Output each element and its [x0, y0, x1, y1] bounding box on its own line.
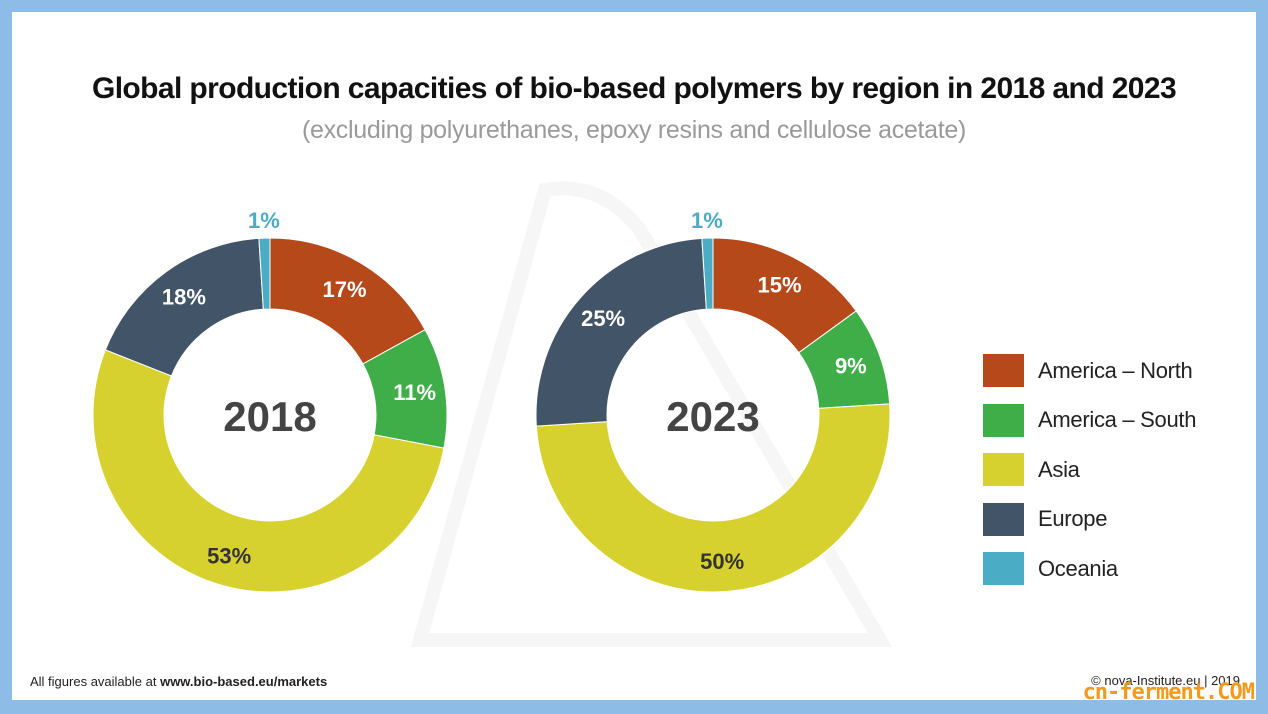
background-logo-watermark — [410, 181, 893, 647]
legend-item-america-south: America – South — [983, 403, 1197, 437]
data-label-america-north-2023: 15% — [757, 272, 801, 297]
footer-copyright: © nova-Institute.eu | 2019 — [1091, 673, 1240, 688]
slide-frame — [12, 12, 1256, 700]
legend-swatch-europe — [983, 502, 1024, 536]
legend-label-america-north: America – North — [1038, 357, 1193, 383]
legend-item-oceania: Oceania — [983, 552, 1196, 585]
site-watermark: cn-ferment.COM — [1082, 680, 1255, 705]
donut-chart-2023: 15% 9% 50% 25% 1% 2023 — [535, 208, 891, 593]
legend-label-oceania: Oceania — [1038, 555, 1118, 581]
legend-swatch-america-south — [983, 403, 1024, 437]
legend-label-america-south: America – South — [1038, 407, 1197, 432]
data-label-asia-2023: 50% — [700, 549, 744, 574]
data-label-america-south-2018: 11% — [393, 380, 436, 405]
legend-swatch-america-north — [983, 354, 1024, 387]
legend-item-asia: Asia — [983, 453, 1196, 486]
slice-asia-2018 — [92, 349, 445, 593]
donut-chart-2018: 17% 11% 53% 18% 1% 2018 — [92, 208, 448, 593]
footer-link[interactable]: www.bio-based.eu/markets — [160, 674, 328, 689]
legend: America – North America – South Asia Europe… — [983, 354, 1196, 602]
chart-title: Global production capacities of bio-base… — [91, 72, 1177, 105]
footer-source: All figures available at www.bio-based.e… — [30, 674, 327, 689]
legend-swatch-oceania — [983, 552, 1024, 585]
legend-item-europe: Europe — [983, 502, 1196, 536]
legend-label-asia: Asia — [1038, 456, 1080, 482]
data-label-oceania-2018: 1% — [248, 208, 280, 233]
data-label-europe-2018: 18% — [162, 284, 206, 309]
data-label-asia-2018: 53% — [207, 544, 251, 569]
data-label-america-south-2023: 9% — [835, 353, 867, 378]
footer-prefix: All figures available at — [30, 674, 161, 689]
data-label-europe-2023: 25% — [581, 306, 625, 331]
legend-item-america-north: America – North — [983, 354, 1196, 387]
slice-europe-2018 — [104, 237, 264, 377]
slice-oceania-2018 — [258, 237, 271, 310]
donut-center-label-2023: 2023 — [666, 393, 759, 440]
donut-center-label-2018: 2018 — [223, 393, 316, 440]
slice-asia-2023 — [535, 403, 891, 593]
slice-europe-2023 — [535, 237, 707, 427]
data-label-america-north-2018: 17% — [323, 277, 367, 302]
legend-label-europe: Europe — [1038, 506, 1108, 531]
data-label-oceania-2023: 1% — [691, 208, 723, 233]
slice-oceania-2023 — [701, 237, 714, 310]
chart-subtitle: (excluding polyurethanes, epoxy resins a… — [301, 116, 967, 144]
legend-swatch-asia — [983, 453, 1024, 486]
